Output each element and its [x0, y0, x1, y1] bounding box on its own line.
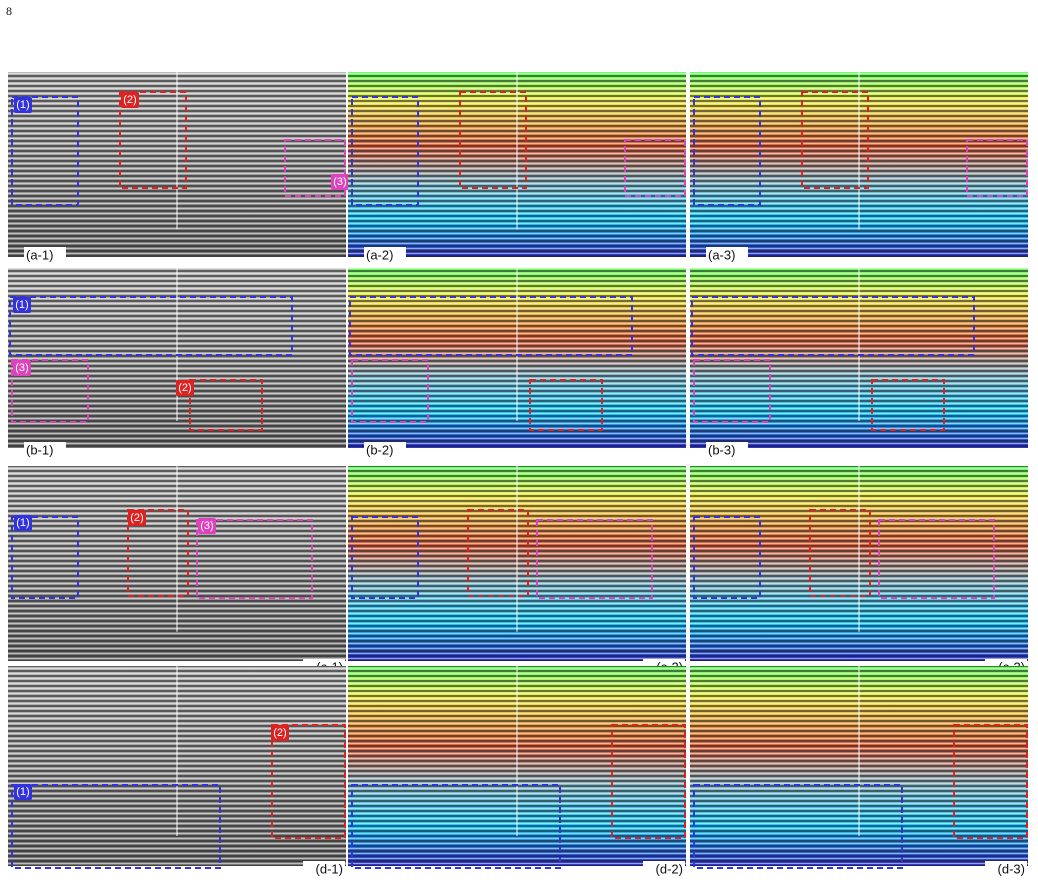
highlight-box — [11, 784, 221, 869]
highlight-box — [467, 509, 529, 597]
box-label-bg — [14, 784, 32, 800]
highlight-box — [119, 91, 187, 189]
highlight-box — [966, 139, 1028, 197]
highlight-box — [351, 516, 419, 599]
box-label-bg — [331, 174, 349, 190]
highlight-box — [189, 379, 263, 431]
box-label-bg — [13, 360, 31, 376]
highlight-box — [11, 359, 89, 423]
highlight-box — [691, 296, 975, 356]
panel-label: (b-2) — [366, 442, 393, 457]
box-label-bg — [176, 380, 194, 396]
highlight-box — [9, 296, 293, 356]
highlight-box — [801, 91, 869, 189]
page-number: 8 — [6, 4, 12, 18]
panel-label-bg — [985, 861, 1027, 879]
panel-label-bg — [364, 442, 406, 460]
panel-label: (b-3) — [708, 442, 735, 457]
highlight-box — [529, 379, 603, 431]
panel-label: (a-2) — [366, 247, 393, 262]
box-label: (2) — [130, 512, 143, 524]
panel-label: (d-2) — [656, 861, 683, 876]
panel-label-bg — [364, 247, 406, 265]
panel-label: (b-1) — [26, 442, 53, 457]
highlight-box — [809, 509, 871, 597]
highlight-box — [11, 96, 79, 206]
panel-label: (a-1) — [26, 247, 53, 262]
highlight-box — [953, 724, 1028, 839]
highlight-box — [624, 139, 686, 197]
highlight-box — [693, 516, 761, 599]
highlight-box — [459, 91, 527, 189]
panel-label-bg — [706, 442, 748, 460]
box-label: (1) — [16, 517, 29, 529]
panel-label-bg — [643, 861, 685, 879]
panel-label-bg — [24, 247, 66, 265]
box-label: (3) — [200, 520, 213, 532]
highlight-box — [351, 96, 419, 206]
panel-label: (a-3) — [708, 247, 735, 262]
box-label: (3) — [333, 176, 346, 188]
highlight-box — [693, 359, 771, 423]
box-label-bg — [198, 518, 216, 534]
highlight-box — [611, 724, 686, 839]
highlight-box — [693, 96, 761, 206]
box-label-bg — [128, 510, 146, 526]
panel-label-bg — [24, 442, 66, 460]
box-label-bg — [271, 725, 289, 741]
box-label: (2) — [123, 94, 136, 106]
highlight-box — [127, 509, 189, 597]
box-label: (2) — [178, 382, 191, 394]
box-label: (2) — [273, 727, 286, 739]
box-label: (3) — [15, 362, 28, 374]
panel-label-bg — [706, 247, 748, 265]
box-label-bg — [121, 92, 139, 108]
highlight-box — [871, 379, 945, 431]
box-label: (1) — [15, 299, 28, 311]
panel-label-bg — [303, 861, 345, 879]
highlight-box — [284, 139, 346, 197]
highlight-box — [11, 516, 79, 599]
panel-label: (d-1) — [316, 861, 343, 876]
highlight-box — [351, 359, 429, 423]
highlight-box — [536, 519, 653, 599]
box-label-bg — [13, 297, 31, 313]
highlight-box — [271, 724, 346, 839]
box-label: (1) — [16, 786, 29, 798]
highlight-box — [196, 519, 313, 599]
highlight-box — [878, 519, 995, 599]
panel-label: (d-3) — [998, 861, 1025, 876]
box-label-bg — [14, 515, 32, 531]
highlight-box — [349, 296, 633, 356]
box-label: (1) — [16, 99, 29, 111]
highlight-box — [693, 784, 903, 869]
highlight-box — [351, 784, 561, 869]
box-label-bg — [14, 97, 32, 113]
